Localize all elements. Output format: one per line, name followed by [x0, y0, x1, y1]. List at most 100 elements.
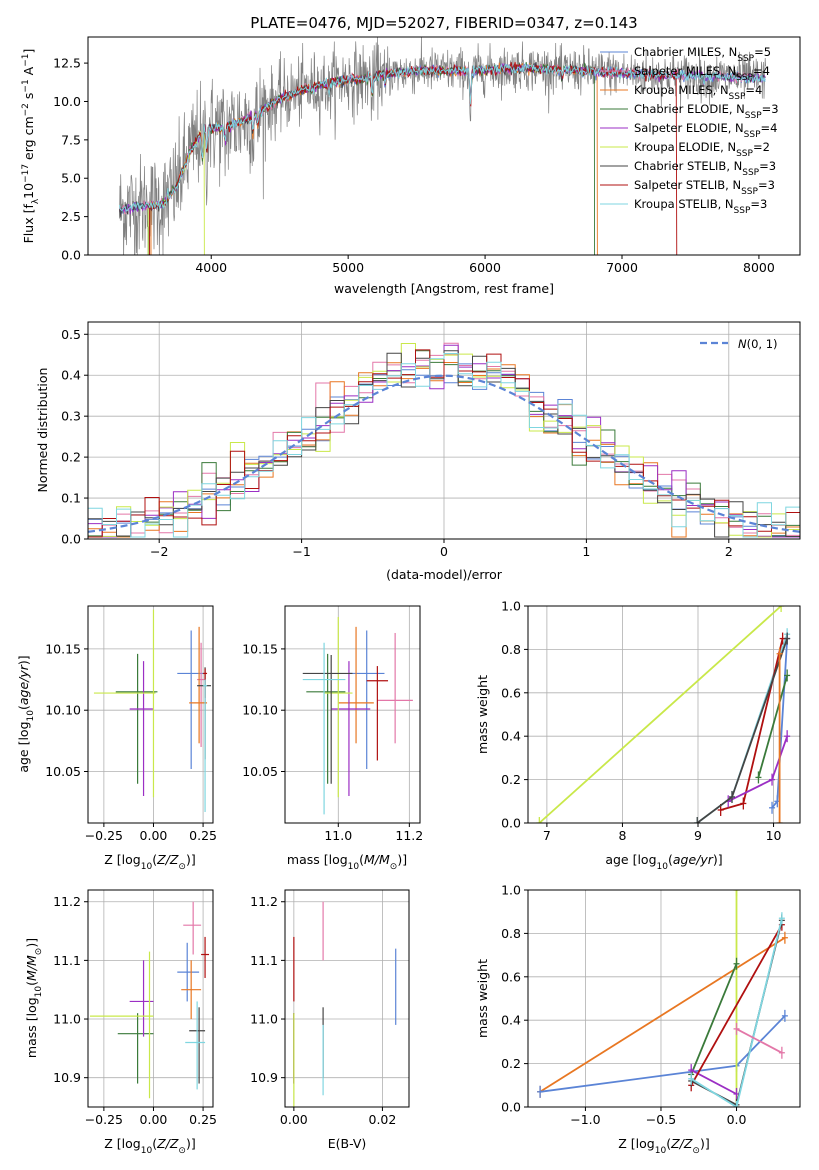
data-point [181, 960, 202, 1020]
x-axis-label: (data-model)/error [386, 567, 503, 582]
y-tick-label: 11.2 [250, 894, 278, 909]
legend-label: N(0, 1) [738, 337, 778, 351]
legend-label: Chabrier MILES, NSSP=5 [634, 45, 771, 64]
x-tick-label: 6000 [469, 260, 501, 275]
y-tick-label: 11.1 [53, 953, 81, 968]
data-point [366, 666, 389, 761]
panel-massweight-vs-age: 7 8 9 10 0.0 0.2 0.4 0.6 0.8 1.0 age [log10(age/yr… [475, 599, 801, 872]
observed-spectrum [119, 37, 766, 255]
data-point [324, 617, 353, 798]
x-tick-label: 8 [618, 828, 626, 843]
y-axis-label: Flux [fλ10−17 erg cm−2 s−1 A−1] [21, 49, 41, 244]
x-tick-label: 11.2 [395, 828, 423, 843]
data-point [183, 901, 202, 955]
legend-label: Salpeter ELODIE, NSSP=4 [634, 121, 777, 140]
x-tick-label: 7000 [606, 260, 638, 275]
residual-histogram [88, 349, 800, 539]
y-axis-label: mass [log10(M/M⊙)] [24, 938, 44, 1058]
x-tick-label: 0.00 [140, 1112, 168, 1127]
y-tick-label: 0.2 [501, 1056, 521, 1071]
series-line [757, 675, 789, 778]
y-tick-label: 10.15 [45, 641, 81, 656]
normal-curve [88, 374, 800, 533]
y-tick-label: 0.1 [61, 491, 81, 506]
plot-area [302, 617, 413, 815]
plot-area [537, 890, 788, 1107]
legend-label: Kroupa ELODIE, NSSP=2 [634, 140, 770, 159]
data-point [117, 1013, 154, 1084]
x-tick-label: −0.25 [85, 828, 123, 843]
x-tick-label: −0.5 [646, 1112, 676, 1127]
x-axis-label: mass [log10(M/M⊙)] [287, 852, 407, 872]
x-tick-label: 2 [725, 544, 733, 559]
x-tick-label: 0.00 [140, 828, 168, 843]
axes-frame [87, 889, 214, 1108]
data-point [338, 626, 374, 744]
x-axis-label: Z [log10(Z/Z⊙)] [618, 1136, 709, 1156]
y-tick-label: 10.9 [53, 1070, 81, 1085]
plot-area [88, 342, 800, 539]
x-tick-label: 0.25 [189, 828, 217, 843]
model-spectrum-line [147, 61, 596, 255]
y-tick-label: 7.5 [61, 132, 81, 147]
x-axis-label: Z [log10(Z/Z⊙)] [104, 1136, 195, 1156]
x-tick-label: −0.25 [85, 1112, 123, 1127]
y-tick-label: 0.4 [61, 368, 81, 383]
x-tick-label: 1 [582, 544, 590, 559]
y-tick-label: 10.9 [250, 1070, 278, 1085]
y-tick-label: 0.8 [501, 642, 521, 657]
y-axis-label: Normed distribution [35, 368, 50, 493]
y-tick-label: 0.0 [61, 248, 81, 263]
x-tick-label: −1.0 [570, 1112, 600, 1127]
y-tick-label: 0.5 [61, 327, 81, 342]
legend-label: Chabrier STELIB, NSSP=3 [634, 159, 776, 178]
data-point [197, 642, 206, 747]
plot-area [119, 37, 766, 255]
y-tick-label: 0.6 [501, 969, 521, 984]
plot-area [93, 609, 212, 812]
data-point [302, 642, 346, 815]
panel-age-vs-Z: −0.25 0.00 0.25 10.05 10.10 10.15 Z [log10(Z/Z… [16, 605, 217, 872]
data-point [185, 1001, 206, 1090]
data-point [348, 630, 385, 770]
axes-frame [87, 36, 801, 256]
axes-frame [527, 889, 801, 1108]
data-point [129, 661, 154, 797]
series-line [539, 936, 786, 1093]
y-tick-label: 0.0 [501, 816, 521, 831]
panel-spectrum: 4000 5000 6000 7000 8000 0.0 2.5 5.0 7.5 10.0 12.5… [21, 36, 801, 296]
plot-area [536, 606, 791, 823]
y-tick-label: 0.2 [61, 450, 81, 465]
series-line [690, 1069, 737, 1095]
data-point [302, 655, 353, 784]
x-tick-label: 10 [766, 828, 782, 843]
series-line [690, 963, 738, 1075]
panel-age-vs-mass: 11.0 11.2 10.05 10.10 10.15 mass [log10(M/M⊙)… [242, 605, 423, 872]
y-tick-label: 0.0 [501, 1100, 521, 1115]
legend: N(0, 1) [700, 337, 778, 351]
y-tick-label: 1.0 [501, 883, 521, 898]
series-line [538, 606, 782, 823]
x-tick-label: 0.02 [369, 1112, 397, 1127]
x-tick-label: −1 [292, 544, 310, 559]
axes-frame [284, 605, 421, 824]
data-point [89, 951, 154, 1099]
grid-lines [285, 890, 409, 1107]
y-tick-label: 11.1 [250, 953, 278, 968]
data-point [177, 942, 200, 1002]
y-tick-label: 10.05 [45, 764, 81, 779]
y-tick-label: 0.0 [61, 532, 81, 547]
plot-area [293, 901, 397, 1107]
y-axis-label: mass weight [475, 675, 490, 754]
x-tick-label: 0 [440, 544, 448, 559]
y-tick-label: 10.10 [242, 703, 278, 718]
x-tick-label: 5000 [332, 260, 364, 275]
series-line [690, 917, 783, 1107]
legend-label: Kroupa MILES, NSSP=4 [634, 83, 762, 102]
figure-title: PLATE=0476, MJD=52027, FIBERID=0347, z=0… [250, 14, 637, 32]
x-axis-label: E(B-V) [328, 1136, 367, 1151]
x-tick-label: 11.0 [324, 828, 352, 843]
x-tick-label: 4000 [195, 260, 227, 275]
